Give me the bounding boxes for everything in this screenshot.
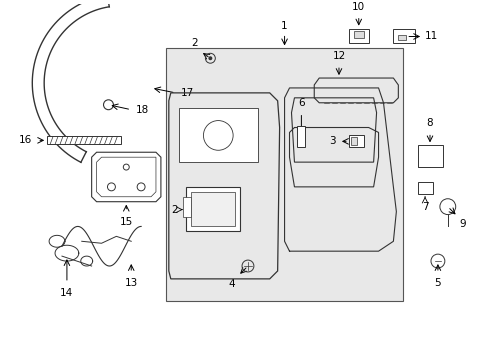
Text: 3: 3	[329, 136, 335, 147]
Bar	[348, 135, 363, 147]
Text: 8: 8	[426, 118, 432, 129]
Text: 12: 12	[332, 51, 345, 61]
Circle shape	[208, 56, 212, 60]
Bar	[178, 108, 257, 162]
Bar	[392, 28, 414, 44]
Text: 5: 5	[434, 278, 440, 288]
Text: 17: 17	[181, 88, 194, 98]
Bar	[183, 197, 190, 217]
Bar	[417, 182, 432, 194]
Bar	[398, 35, 406, 40]
Text: 2: 2	[171, 204, 177, 215]
Text: 18: 18	[136, 105, 149, 115]
Text: 6: 6	[298, 98, 304, 108]
Text: 14: 14	[60, 288, 73, 298]
Text: 13: 13	[124, 278, 138, 288]
Text: 2: 2	[190, 39, 197, 48]
Text: 15: 15	[120, 217, 133, 226]
Text: 1: 1	[281, 21, 287, 31]
Text: 9: 9	[459, 219, 466, 229]
Bar	[353, 31, 363, 39]
Bar	[348, 28, 368, 44]
Text: 10: 10	[351, 2, 365, 12]
Bar	[185, 187, 240, 231]
Text: 11: 11	[424, 31, 437, 41]
Bar	[165, 48, 403, 301]
Bar	[417, 145, 442, 167]
Text: 16: 16	[19, 135, 32, 145]
Bar	[190, 192, 235, 226]
Bar	[47, 136, 121, 144]
Bar	[350, 138, 356, 145]
Text: 7: 7	[421, 202, 427, 212]
Bar	[297, 126, 305, 147]
Text: 4: 4	[228, 279, 235, 289]
